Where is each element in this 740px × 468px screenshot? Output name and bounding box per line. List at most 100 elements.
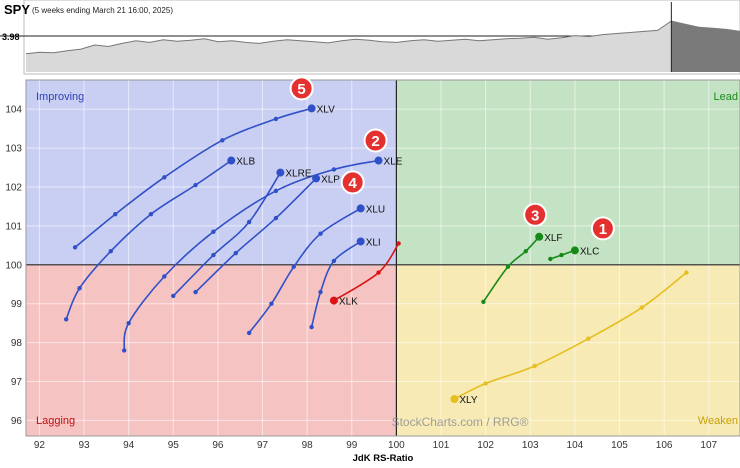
- label-xlp: XLP: [321, 174, 340, 185]
- x-tick-label: 101: [433, 440, 450, 451]
- point-xlu: [246, 330, 252, 336]
- point-xly: [483, 381, 488, 386]
- point-xlv: [220, 138, 225, 143]
- point-xle: [126, 320, 131, 326]
- tail-xli: [310, 240, 362, 328]
- point-xly: [684, 270, 689, 275]
- point-xly: [586, 336, 591, 341]
- point-xlk: [376, 270, 381, 275]
- x-tick-label: 106: [656, 440, 673, 451]
- head-xlb: [227, 156, 236, 165]
- x-tick-label: 99: [346, 440, 358, 451]
- head-xlk: [329, 296, 338, 305]
- head-xle: [374, 156, 383, 165]
- callout-badge-3: [523, 202, 548, 227]
- point-xlc: [559, 252, 564, 258]
- x-tick-label: 95: [168, 440, 180, 451]
- price-header-panel: [0, 0, 740, 75]
- y-tick-label: 97: [11, 377, 23, 388]
- label-xlf: XLF: [544, 233, 562, 244]
- point-xlf: [523, 248, 528, 254]
- point-xlf: [481, 299, 486, 304]
- x-tick-label: 97: [257, 440, 269, 451]
- point-xlu: [318, 231, 323, 236]
- point-xlv: [113, 212, 118, 217]
- tail-xlf: [482, 236, 540, 303]
- label-xly: XLY: [459, 395, 477, 406]
- x-tick-label: 92: [34, 440, 46, 451]
- x-tick-label: 93: [78, 440, 90, 451]
- x-tick-label: 103: [522, 440, 539, 451]
- x-tick-label: 94: [123, 440, 135, 451]
- quadrant-leading: [396, 80, 740, 265]
- label-xle: XLE: [384, 157, 403, 168]
- point-xlv: [273, 116, 279, 122]
- point-xlb: [148, 212, 154, 217]
- head-xlp: [312, 174, 321, 183]
- tail-xlre: [172, 172, 282, 297]
- header-subtitle: (5 weeks ending March 21 16:00, 2025): [32, 6, 173, 15]
- point-xle: [211, 229, 216, 234]
- point-xlb: [63, 317, 69, 322]
- x-tick-label: 98: [302, 440, 314, 451]
- point-xlre: [171, 293, 176, 299]
- callout-badge-1: [590, 216, 615, 241]
- series-layer: XLV XLB XLE XLRE XLP XLU XLI XLK XLF XLC XLY 1 2 3 4 5: [63, 76, 689, 406]
- y-tick-label: 104: [5, 105, 22, 116]
- x-tick-label: 96: [212, 440, 224, 451]
- point-xlb: [77, 285, 82, 291]
- quadrant-label-weakening: Weaken: [698, 415, 738, 427]
- quadrant-label-improving: Improving: [36, 91, 84, 103]
- callout-badge-5: [289, 76, 314, 101]
- x-tick-label: 104: [567, 440, 584, 451]
- label-xlb: XLB: [236, 157, 255, 168]
- quadrant-label-leading: Lead: [714, 91, 738, 103]
- point-xlp: [273, 215, 279, 221]
- point-xli: [309, 324, 314, 330]
- callout-number-4: 4: [349, 175, 358, 192]
- head-xli: [356, 237, 365, 246]
- point-xlre: [246, 219, 252, 225]
- point-xlre: [211, 252, 216, 258]
- head-xlre: [276, 168, 285, 177]
- x-axis-label: JdK RS-Ratio: [353, 453, 414, 464]
- x-tick-label: 102: [477, 440, 494, 451]
- label-xlc: XLC: [580, 246, 599, 257]
- point-xlb: [108, 248, 113, 254]
- point-xle: [331, 167, 337, 172]
- tail-xlb: [65, 159, 232, 320]
- label-xli: XLI: [366, 237, 381, 248]
- point-xli: [318, 289, 323, 295]
- label-xlu: XLU: [366, 204, 385, 215]
- header-symbol: SPY: [4, 2, 30, 17]
- point-xlp: [233, 250, 238, 256]
- tail-xlp: [195, 177, 317, 293]
- tail-xly: [454, 271, 687, 400]
- price-area: [26, 21, 740, 72]
- head-xlu: [356, 204, 365, 213]
- watermark-text: StockCharts.com / RRG®: [392, 415, 529, 429]
- tail-xlv: [74, 107, 312, 248]
- point-xle: [121, 348, 127, 353]
- point-xlb: [193, 182, 198, 188]
- quadrant-improving: [26, 80, 397, 265]
- price-line: [25, 20, 740, 55]
- callout-number-5: 5: [297, 81, 305, 98]
- point-xlk: [396, 241, 401, 246]
- label-xlv: XLV: [317, 104, 335, 115]
- quadrant-label-lagging: Lagging: [36, 415, 75, 427]
- point-xlv: [72, 245, 78, 250]
- point-xlv: [162, 175, 167, 180]
- point-xly: [532, 363, 537, 369]
- header-price-label: 3.98: [2, 32, 20, 42]
- point-xli: [331, 258, 337, 264]
- point-xlf: [505, 264, 511, 269]
- y-tick-label: 102: [5, 182, 22, 193]
- callout-badge-2: [363, 128, 388, 153]
- callout-number-2: 2: [371, 133, 379, 150]
- callout-number-3: 3: [531, 207, 539, 224]
- point-xle: [162, 274, 167, 279]
- y-tick-label: 99: [11, 299, 23, 310]
- point-xlp: [193, 289, 198, 295]
